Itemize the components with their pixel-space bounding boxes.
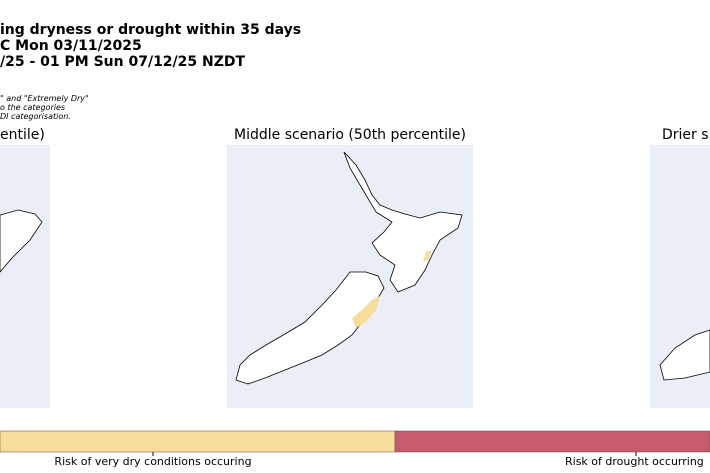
title-line: ing dryness or drought within 35 days xyxy=(0,22,302,38)
dry-area xyxy=(352,296,380,328)
legend-swatch xyxy=(0,430,396,453)
map-panel xyxy=(0,145,50,408)
panel-title: entile) xyxy=(0,127,45,143)
note-line: DI categorisation. xyxy=(0,112,71,121)
note-line: " and "Extremely Dry" xyxy=(0,94,89,103)
legend-label: Risk of drought occurring xyxy=(565,455,704,468)
land xyxy=(659,329,710,381)
legend-label: Risk of very dry conditions occuring xyxy=(54,455,252,468)
north-island xyxy=(343,151,463,293)
title-line: /25 - 01 PM Sun 07/12/25 NZDT xyxy=(0,54,246,70)
land xyxy=(0,209,43,273)
panel-title: Middle scenario (50th percentile) xyxy=(234,127,466,143)
south-island xyxy=(235,271,385,385)
legend-swatch xyxy=(394,430,710,453)
note-line: o the categories xyxy=(0,103,66,112)
panel-title: Drier s xyxy=(662,127,709,143)
dry-area xyxy=(423,250,432,262)
title-line: C Mon 03/11/2025 xyxy=(0,38,142,54)
